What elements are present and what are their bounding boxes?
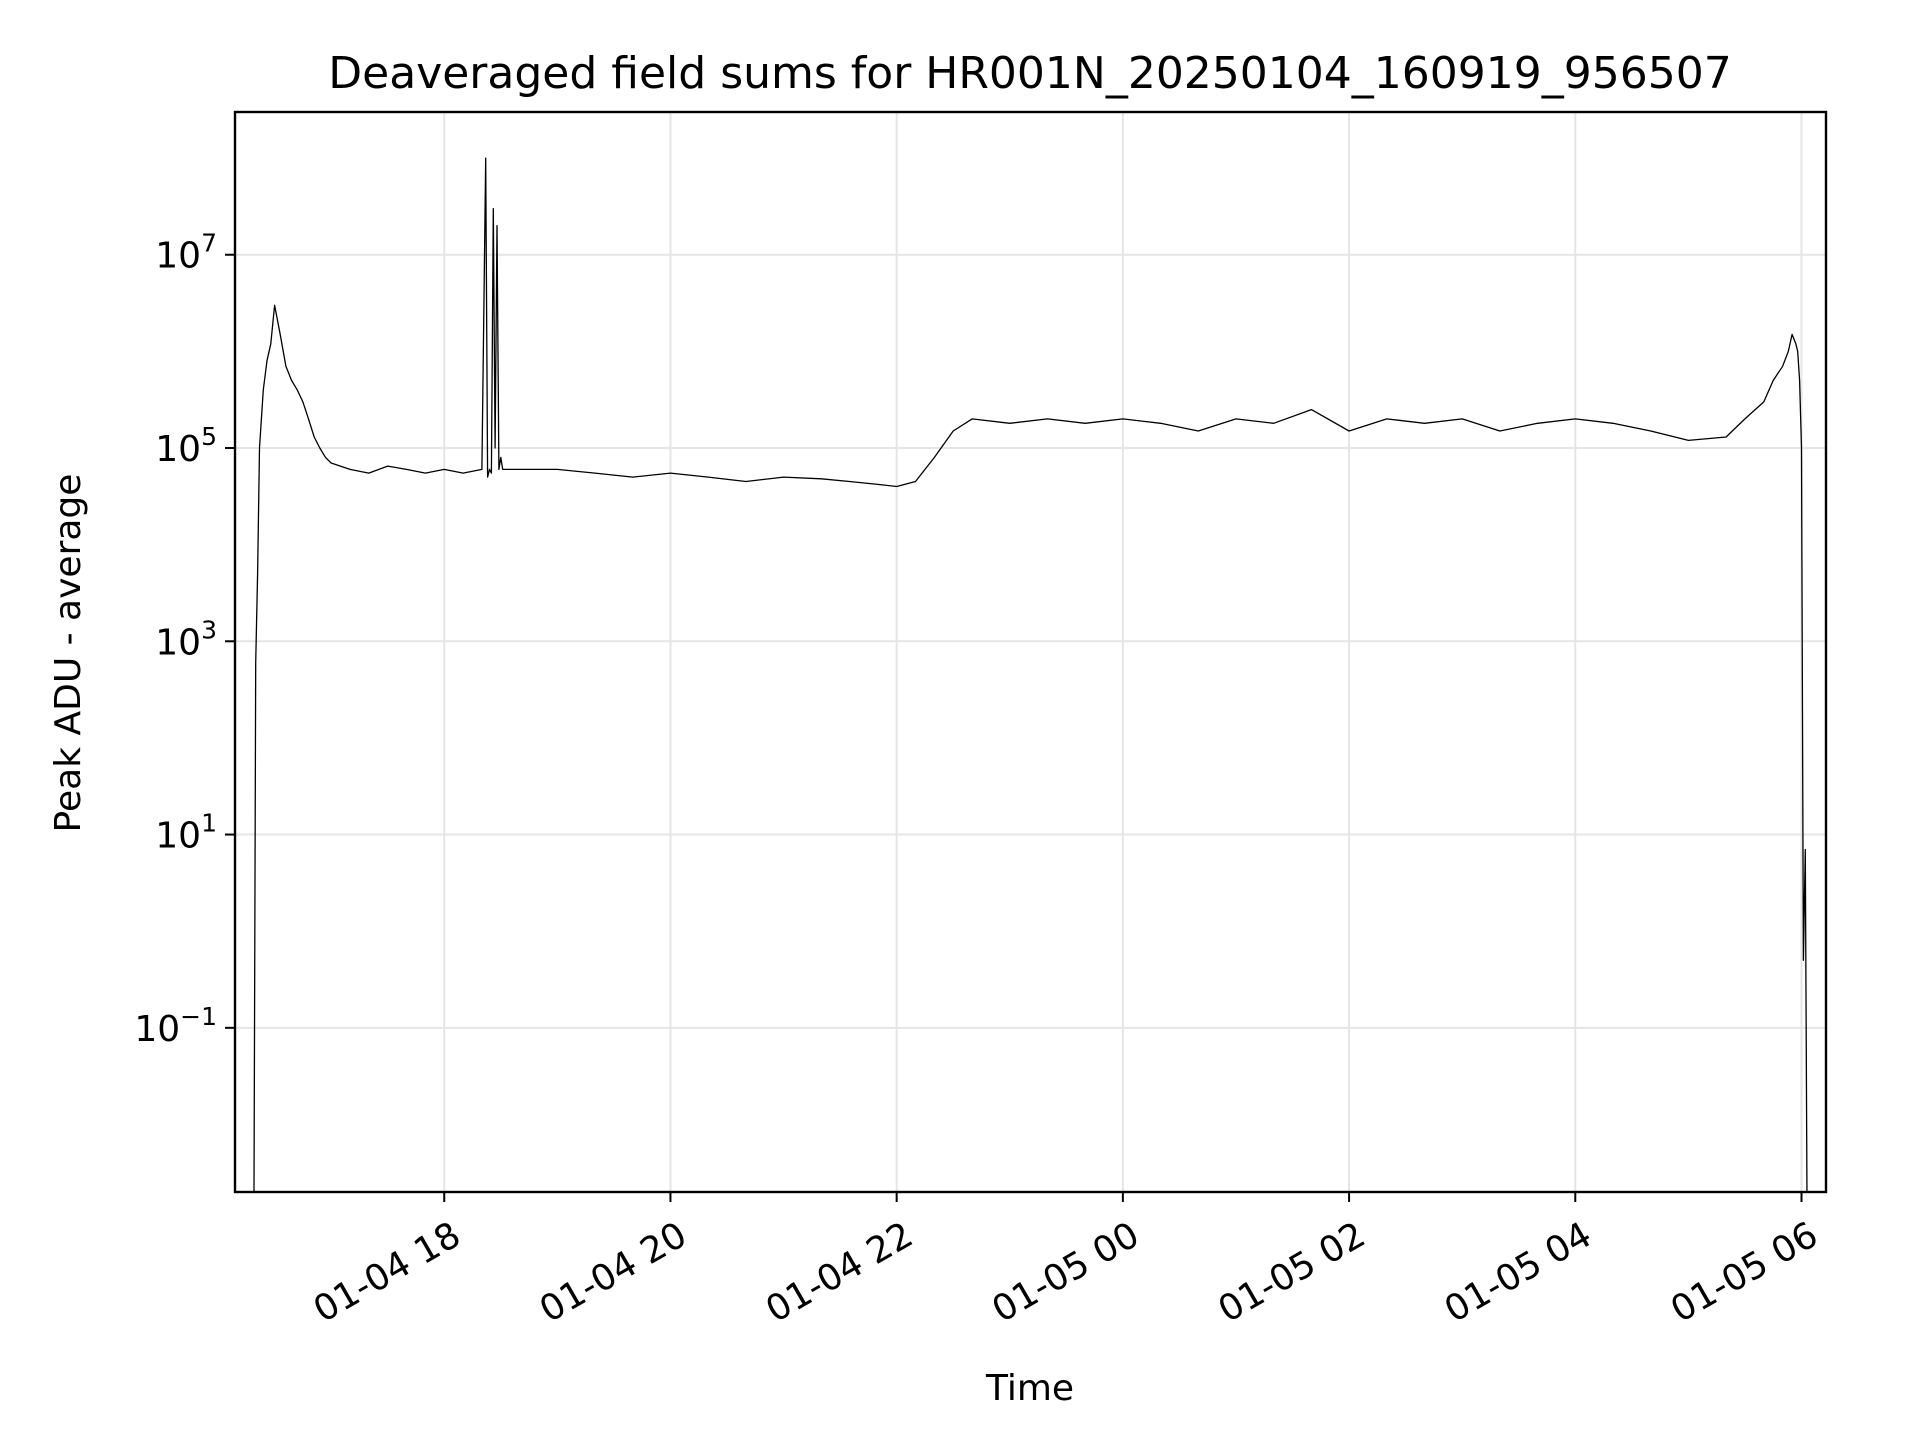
y-tick-exponent: 5 [201,422,217,451]
y-tick-base: 10 [155,429,201,470]
series-layer [253,157,1808,1192]
plot-frame [233,110,1828,1194]
x-axis-label: Time [985,1368,1074,1409]
y-tick-base: 10 [155,622,201,663]
grid [235,112,1826,1192]
y-tick-label: 101 [155,809,217,857]
chart-title: Deaveraged field sums for HR001N_2025010… [328,48,1731,99]
y-tick-base: 10 [134,1009,180,1050]
y-tick-label: 105 [155,422,217,470]
series-line [253,157,1808,1192]
y-tick-label: 10−1 [134,1002,217,1050]
y-tick-exponent: 1 [201,809,217,838]
y-tick-exponent: 3 [201,615,217,644]
y-axis-label: Peak ADU - average [48,474,89,833]
y-tick-exponent: 7 [201,229,217,258]
y-tick-base: 10 [155,236,201,277]
y-tick-base: 10 [155,816,201,857]
y-tick-label: 103 [155,615,217,663]
y-tick-exponent: −1 [180,1002,217,1031]
y-tick-label: 107 [155,229,217,277]
